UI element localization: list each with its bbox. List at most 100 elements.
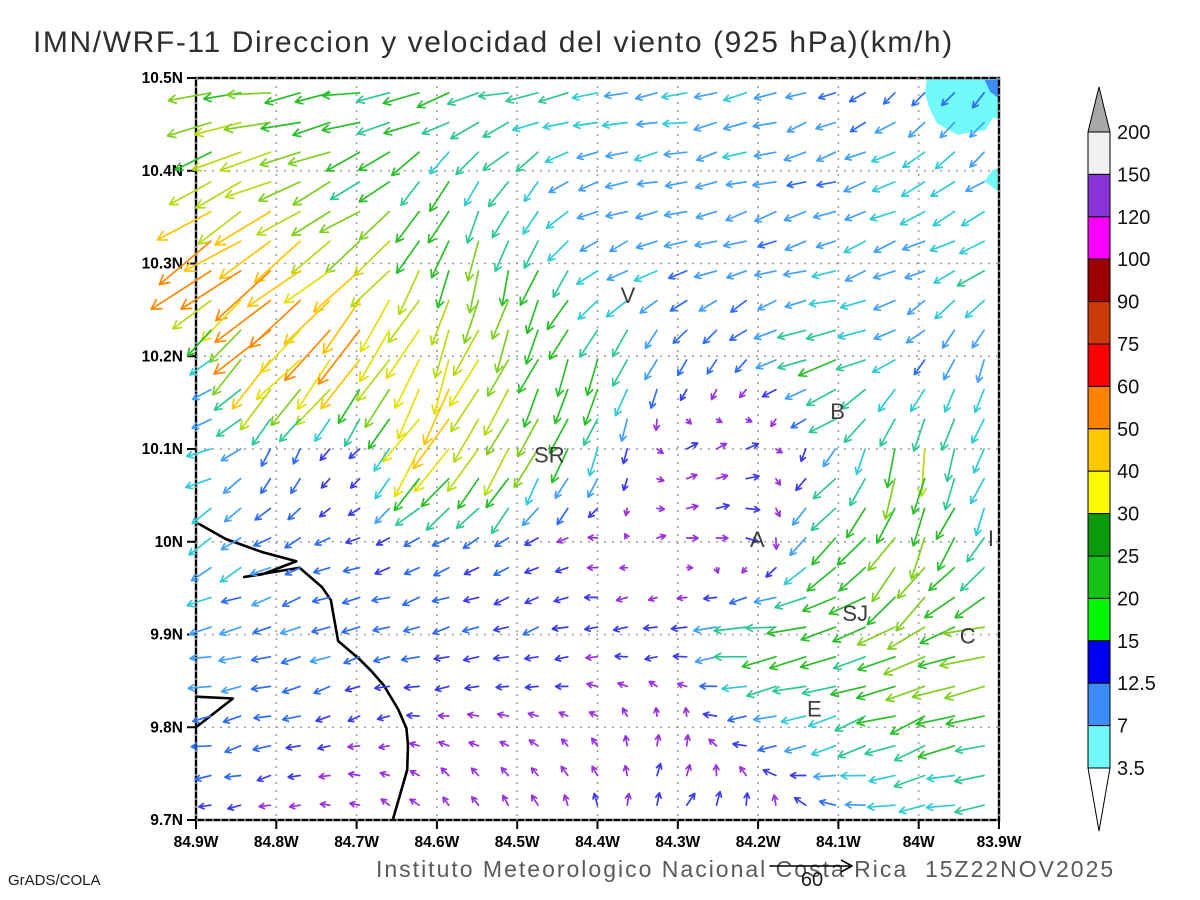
wind-vector-arrow — [554, 477, 569, 499]
colorbar-tick-label: 90 — [1117, 292, 1139, 314]
colorbar-segment — [1087, 301, 1111, 345]
wind-vector-arrow — [562, 794, 570, 807]
wind-vector-arrow — [270, 388, 301, 427]
wind-vector-arrow — [930, 181, 956, 198]
wind-vector-arrow — [440, 767, 450, 777]
wind-vector-arrow — [511, 121, 539, 133]
wind-vector-arrow — [358, 151, 391, 172]
wind-vector-arrow — [253, 240, 301, 284]
wind-vector-arrow — [321, 90, 361, 100]
wind-vector-arrow — [915, 715, 956, 728]
wind-vector-arrow — [433, 654, 450, 662]
wind-vector-arrow — [751, 180, 777, 189]
wind-vector-arrow — [466, 270, 480, 314]
wind-vector-arrow — [752, 121, 777, 130]
wind-vector-arrow — [776, 329, 807, 341]
wind-vector-arrow — [219, 566, 242, 583]
wind-vector-arrow — [577, 299, 599, 321]
colorbar-tick-label: 30 — [1117, 504, 1139, 526]
wind-vector-arrow — [790, 418, 807, 429]
x-axis-tick-label: 84.7W — [334, 834, 379, 851]
wind-vector-arrow — [259, 329, 301, 374]
wind-vector-arrow — [416, 91, 450, 109]
wind-vector-arrow — [623, 507, 630, 517]
wind-vector-arrow — [194, 774, 212, 782]
wind-vector-arrow — [171, 299, 212, 330]
wind-vector-arrow — [614, 652, 629, 660]
wind-vector-arrow — [253, 713, 272, 722]
wind-speed-shading-patch — [984, 167, 999, 193]
wind-vector-arrow — [722, 91, 748, 103]
wind-vector-arrow — [222, 477, 242, 495]
wind-vector-arrow — [941, 329, 956, 349]
wind-vector-arrow — [837, 744, 867, 759]
wind-vector-arrow — [855, 715, 896, 727]
wind-vector-arrow — [551, 624, 569, 632]
wind-vector-arrow — [422, 388, 450, 446]
wind-vector-arrow — [969, 121, 985, 138]
wind-vector-arrow — [622, 734, 630, 747]
wind-vector-arrow — [409, 769, 420, 777]
wind-vector-arrow — [664, 181, 688, 189]
wind-vector-arrow — [624, 532, 630, 540]
station-label: SJ — [842, 601, 868, 626]
wind-vector-arrow — [337, 388, 361, 424]
wind-vector-arrow — [810, 507, 837, 532]
wind-vector-arrow — [874, 121, 896, 134]
wind-vector-arrow — [815, 240, 837, 250]
wind-vector-arrow — [313, 685, 331, 695]
wind-vector-arrow — [896, 566, 926, 599]
wind-vector-arrow — [799, 655, 837, 670]
wind-vector-arrow — [685, 473, 698, 480]
wind-vector-arrow — [515, 151, 539, 173]
wind-vector-arrow — [548, 418, 569, 455]
wind-vector-arrow — [754, 270, 777, 279]
wind-vector-arrow — [879, 418, 896, 447]
wind-vector-arrow — [249, 566, 272, 577]
wind-vector-arrow — [190, 742, 212, 751]
wind-vector-arrow — [555, 359, 569, 398]
wind-vector-arrow — [522, 388, 539, 428]
wind-vector-arrow — [393, 477, 420, 512]
wind-vector-arrow — [356, 91, 391, 105]
wind-vector-arrow — [770, 418, 777, 428]
wind-vector-arrow — [470, 767, 480, 777]
plot-frame — [194, 76, 1001, 822]
wind-vector-arrow — [579, 329, 599, 358]
wind-vector-arrow — [801, 596, 837, 613]
wind-vector-arrow — [722, 240, 748, 249]
wind-vector-arrow — [871, 181, 896, 193]
wind-vector-arrow — [973, 507, 985, 537]
wind-vector-arrow — [372, 625, 391, 634]
wind-vector-arrow — [839, 299, 867, 310]
wind-vector-arrow — [189, 654, 212, 662]
x-axis-tick-label: 84.9W — [174, 834, 219, 851]
wind-vector-arrow — [487, 181, 510, 208]
wind-vector-arrow — [428, 181, 450, 213]
wind-vector-arrow — [560, 738, 569, 747]
wind-vector-arrow — [223, 121, 272, 134]
wind-vector-arrow — [969, 477, 985, 505]
wind-vector-arrow — [348, 800, 361, 808]
wind-vector-arrow — [457, 477, 480, 510]
wind-vector-arrow — [938, 655, 985, 669]
wind-vector-arrow — [215, 418, 242, 438]
wind-vector-arrow — [359, 329, 391, 383]
wind-vector-arrow — [477, 91, 510, 100]
wind-vector-arrow — [180, 270, 242, 310]
wind-vector-arrow — [817, 91, 837, 101]
wind-vector-arrow — [656, 533, 667, 541]
wind-vector-arrow — [191, 418, 212, 430]
wind-vector-arrow — [636, 179, 658, 188]
wind-vector-arrow — [745, 505, 761, 513]
wind-vector-arrow — [944, 685, 985, 701]
wind-vector-arrow — [895, 596, 926, 632]
wind-vector-arrow — [168, 181, 212, 206]
wind-vector-arrow — [844, 800, 867, 809]
wind-vector-arrow — [486, 359, 510, 397]
wind-vector-arrow — [639, 299, 658, 314]
wind-vector-arrow — [932, 210, 956, 227]
wind-vector-arrow — [183, 240, 242, 273]
wind-vector-arrow — [605, 151, 629, 160]
wind-vector-arrow — [676, 681, 688, 689]
